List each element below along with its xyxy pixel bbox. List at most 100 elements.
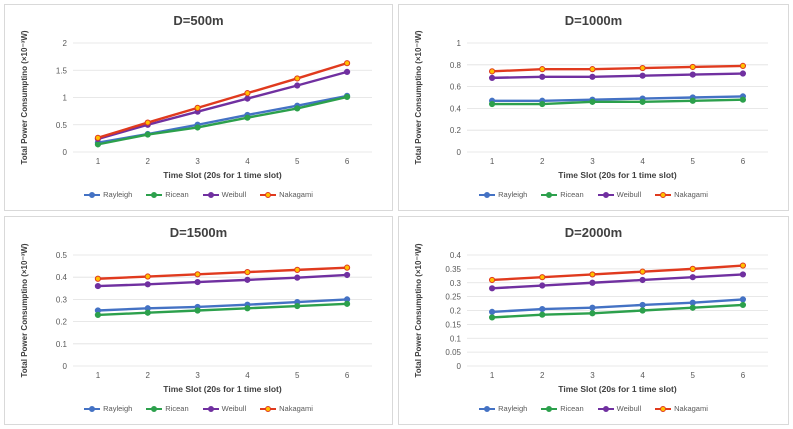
legend: Rayleigh Ricean Weibull Nakagami xyxy=(5,190,392,199)
data-point-nakagami xyxy=(94,275,102,282)
legend-label: Rayleigh xyxy=(498,190,528,199)
data-point-weibull xyxy=(739,70,747,77)
x-tick-label: 6 xyxy=(345,371,350,380)
legend-label: Weibull xyxy=(221,404,247,413)
legend-label: Ricean xyxy=(165,404,189,413)
legend-marker-icon xyxy=(541,191,558,199)
y-tick-label: 0.8 xyxy=(450,61,462,70)
data-point-nakagami xyxy=(488,276,496,284)
x-tick-label: 1 xyxy=(490,157,495,166)
data-point-ricean xyxy=(343,300,351,307)
data-point-weibull xyxy=(739,271,747,278)
series-line-weibull xyxy=(97,273,348,288)
data-point-nakagami xyxy=(343,60,351,67)
data-point-ricean xyxy=(589,310,596,317)
series-line-rayleigh xyxy=(492,95,743,102)
series-line-nakagami xyxy=(97,62,348,139)
x-tick-label: 5 xyxy=(691,157,696,166)
data-point-nakagami xyxy=(689,265,696,272)
legend-item-ricean: Ricean xyxy=(541,404,584,413)
data-point-weibull xyxy=(539,282,546,289)
legend: Rayleigh Ricean Weibull Nakagami xyxy=(5,404,392,413)
x-axis-label: Time Slot (20s for 1 time slot) xyxy=(163,170,282,180)
y-axis-label: Total Power Consumptino (×10⁻³W) xyxy=(414,30,423,164)
data-point-rayleigh xyxy=(639,301,646,309)
x-tick-label: 1 xyxy=(96,371,101,380)
data-point-ricean xyxy=(689,304,696,311)
series-line-weibull xyxy=(492,273,743,290)
legend-label: Ricean xyxy=(560,404,584,413)
x-tick-label: 3 xyxy=(590,371,595,380)
series-line-rayleigh xyxy=(492,298,743,314)
y-tick-label: 0 xyxy=(63,148,68,157)
data-point-weibull xyxy=(589,73,596,80)
series-line-nakagami xyxy=(97,266,348,280)
data-point-ricean xyxy=(194,124,201,131)
data-point-nakagami xyxy=(194,104,201,111)
chart-title: D=500m xyxy=(173,13,224,28)
data-point-ricean xyxy=(589,98,596,105)
data-point-weibull xyxy=(94,282,102,290)
legend-item-ricean: Ricean xyxy=(146,190,189,199)
data-point-rayleigh xyxy=(739,296,747,303)
legend-marker-icon xyxy=(655,405,672,413)
legend-label: Rayleigh xyxy=(103,404,133,413)
y-tick-label: 0 xyxy=(457,362,462,371)
series-line-ricean xyxy=(492,303,743,319)
data-point-rayleigh xyxy=(539,306,546,313)
data-point-nakagami xyxy=(343,264,351,271)
data-point-weibull xyxy=(639,72,646,79)
legend-marker-icon xyxy=(202,191,219,199)
y-tick-label: 0.3 xyxy=(450,279,462,288)
data-point-weibull xyxy=(488,74,496,81)
y-tick-label: 1 xyxy=(457,39,462,48)
legend-item-ricean: Ricean xyxy=(541,190,584,199)
x-tick-label: 3 xyxy=(195,371,200,380)
y-tick-label: 0.35 xyxy=(445,265,461,274)
data-point-ricean xyxy=(144,309,151,316)
legend-marker-icon xyxy=(655,191,672,199)
legend-item-rayleigh: Rayleigh xyxy=(479,404,527,413)
series-line-ricean xyxy=(97,95,348,146)
legend-item-nakagami: Nakagami xyxy=(655,404,708,413)
x-tick-label: 2 xyxy=(540,371,545,380)
data-point-ricean xyxy=(294,302,301,310)
y-tick-label: 0.2 xyxy=(450,126,462,135)
data-point-weibull xyxy=(294,82,301,89)
legend-label: Rayleigh xyxy=(498,404,528,413)
legend-item-weibull: Weibull xyxy=(597,404,641,413)
data-point-weibull xyxy=(294,274,301,281)
legend-marker-icon xyxy=(260,405,277,413)
y-tick-label: 0.05 xyxy=(445,348,461,357)
legend-label: Nakagami xyxy=(674,190,708,199)
legend-marker-icon xyxy=(84,405,101,413)
x-tick-label: 2 xyxy=(540,157,545,166)
x-tick-label: 6 xyxy=(345,157,350,166)
data-point-weibull xyxy=(194,278,201,286)
data-point-ricean xyxy=(488,100,496,108)
y-axis-label: Total Power Consumptino (×10⁻³W) xyxy=(20,30,29,164)
chart-svg: 0 0.5 1 1.5 2 1 2 3 4 5 6 Time Slot (20s for 1 time… xyxy=(20,30,372,180)
data-point-ricean xyxy=(539,100,546,108)
y-tick-label: 2 xyxy=(63,39,68,48)
legend-marker-icon xyxy=(146,405,163,413)
data-point-nakagami xyxy=(244,90,251,97)
series-line-rayleigh xyxy=(97,94,348,144)
data-point-weibull xyxy=(689,71,696,78)
y-tick-label: 0.2 xyxy=(450,307,462,316)
legend-marker-icon xyxy=(541,405,558,413)
data-point-nakagami xyxy=(144,119,151,126)
data-point-nakagami xyxy=(739,262,747,269)
x-tick-label: 3 xyxy=(590,157,595,166)
legend-label: Rayleigh xyxy=(103,190,133,199)
chart-panel-d1500: D=1500m 0 0.1 0.2 0.3 0.4 0.5 1 2 3 4 5 6 Time Slot (… xyxy=(4,216,393,425)
x-tick-label: 2 xyxy=(146,371,151,380)
legend-label: Nakagami xyxy=(279,190,313,199)
legend-label: Ricean xyxy=(560,190,584,199)
data-point-ricean xyxy=(739,301,747,309)
data-point-nakagami xyxy=(739,62,747,69)
x-tick-label: 6 xyxy=(741,157,746,166)
x-tick-label: 2 xyxy=(146,157,151,166)
data-point-ricean xyxy=(639,98,646,105)
series-line-weibull xyxy=(492,72,743,80)
